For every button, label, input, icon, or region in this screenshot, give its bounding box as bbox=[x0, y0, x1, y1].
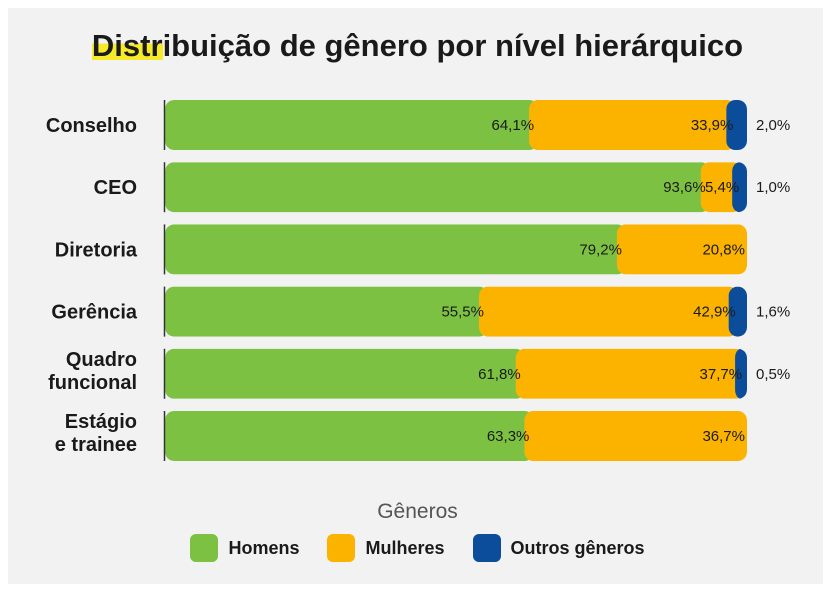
legend-swatch-outros bbox=[472, 534, 501, 562]
legend-item-homens: Homens bbox=[190, 534, 299, 562]
bar-mulheres-gerencia bbox=[479, 286, 738, 337]
bar-row-gerencia bbox=[165, 286, 747, 337]
data-label-mulheres-ceo: 5,4% bbox=[705, 179, 739, 196]
bar-homens-gerencia bbox=[165, 286, 489, 337]
data-label-homens-estagio-e-trainee: 63,3% bbox=[487, 428, 530, 445]
bar-row-quadro-funcional bbox=[165, 348, 747, 399]
bar-outros-generos-conselho bbox=[726, 100, 747, 150]
legend: Homens Mulheres Outros gêneros bbox=[0, 534, 835, 562]
bar-homens-ceo bbox=[165, 162, 710, 213]
data-label-homens-conselho: 64,1% bbox=[492, 117, 535, 134]
data-label-outros-ceo: 1,0% bbox=[756, 179, 790, 196]
bar-homens-conselho bbox=[165, 100, 539, 150]
legend-item-mulheres: Mulheres bbox=[327, 534, 445, 562]
bar-mulheres-quadro-funcional bbox=[515, 348, 745, 399]
bar-mulheres-estagio-e-trainee bbox=[524, 411, 747, 461]
bar-outros-generos-quadro-funcional bbox=[735, 348, 747, 399]
bar-row-estagio-e-trainee bbox=[165, 411, 747, 461]
data-label-homens-gerencia: 55,5% bbox=[441, 304, 484, 321]
bar-mulheres-ceo bbox=[700, 162, 742, 213]
legend-label-homens: Homens bbox=[228, 537, 300, 558]
category-label-estagio-e-trainee-2: e trainee bbox=[55, 434, 137, 456]
bar-row-conselho bbox=[165, 100, 747, 150]
bar-homens-diretoria bbox=[165, 224, 626, 275]
bar-homens-estagio-e-trainee bbox=[165, 411, 534, 461]
bar-homens-quadro-funcional bbox=[165, 348, 525, 399]
data-label-homens-ceo: 93,6% bbox=[663, 179, 706, 196]
title-highlight: Distr bbox=[91, 28, 163, 63]
bar-outros-generos-ceo bbox=[732, 162, 747, 213]
category-label-quadro-funcional-2: funcional bbox=[48, 372, 137, 394]
data-label-outros-conselho: 2,0% bbox=[756, 117, 790, 134]
data-label-outros-gerencia: 1,6% bbox=[756, 304, 790, 321]
category-label-diretoria: Diretoria bbox=[55, 239, 138, 261]
category-label-gerencia: Gerência bbox=[51, 302, 137, 324]
legend-item-outros: Outros gêneros bbox=[472, 534, 645, 562]
title-rest: ibuição de gênero por nível hierárquico bbox=[162, 28, 744, 63]
data-label-mulheres-conselho: 33,9% bbox=[691, 117, 734, 134]
data-label-mulheres-diretoria: 20,8% bbox=[702, 241, 745, 258]
bar-mulheres-conselho bbox=[529, 100, 736, 150]
data-label-mulheres-gerencia: 42,9% bbox=[693, 304, 736, 321]
category-label-ceo: CEO bbox=[94, 177, 137, 199]
legend-swatch-mulheres bbox=[327, 534, 356, 562]
data-label-homens-quadro-funcional: 61,8% bbox=[478, 366, 521, 383]
bar-row-ceo bbox=[165, 162, 747, 213]
legend-title: Gêneros bbox=[377, 500, 458, 523]
legend-swatch-homens bbox=[190, 534, 219, 562]
category-label-conselho: Conselho bbox=[46, 115, 137, 137]
category-label-estagio-e-trainee-1: Estágio bbox=[65, 411, 137, 433]
data-label-mulheres-quadro-funcional: 37,7% bbox=[700, 366, 743, 383]
bar-row-diretoria bbox=[165, 224, 747, 275]
legend-label-mulheres: Mulheres bbox=[365, 537, 445, 558]
data-label-homens-diretoria: 79,2% bbox=[579, 241, 622, 258]
category-label-quadro-funcional-1: Quadro bbox=[66, 349, 137, 371]
data-label-mulheres-estagio-e-trainee: 36,7% bbox=[702, 428, 745, 445]
bar-mulheres-diretoria bbox=[616, 224, 747, 275]
chart-title: Distribuição de gênero por nível hierárq… bbox=[0, 28, 835, 64]
data-label-outros-quadro-funcional: 0,5% bbox=[756, 366, 790, 383]
legend-label-outros: Outros gêneros bbox=[510, 537, 645, 558]
bar-outros-generos-gerencia bbox=[728, 286, 747, 337]
